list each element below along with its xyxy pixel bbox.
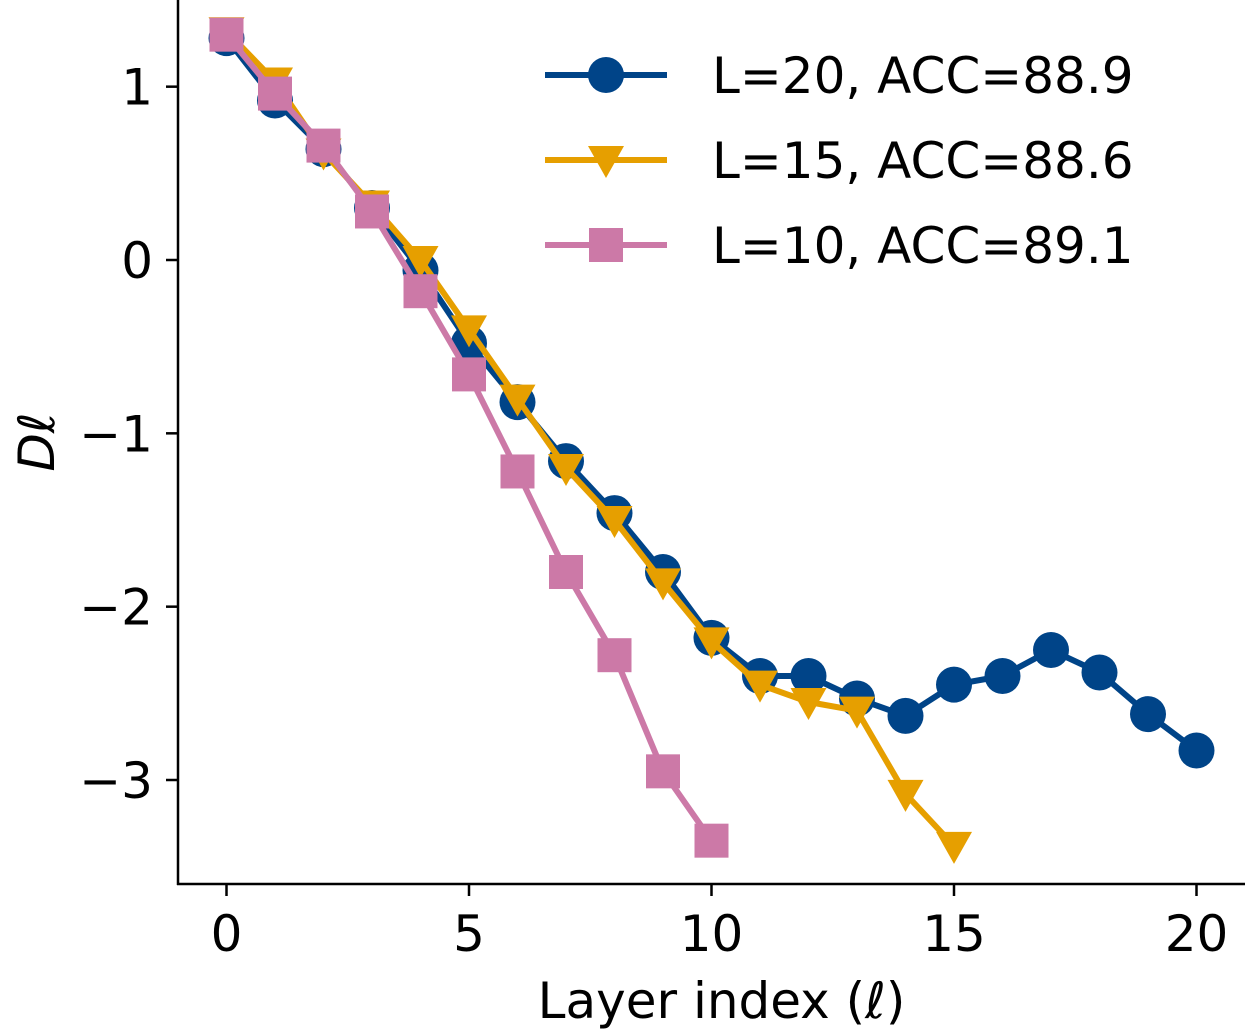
y-tick-label: −2 bbox=[79, 579, 153, 637]
legend-marker bbox=[588, 57, 624, 93]
series-line bbox=[224, 32, 714, 843]
legend-marker bbox=[589, 228, 623, 262]
data-point bbox=[451, 315, 487, 348]
y-tick-label: 1 bbox=[121, 59, 153, 117]
x-tick-labels: 0 5 10 15 20 bbox=[211, 905, 1229, 963]
x-axis-title: Layer index (ℓ) bbox=[538, 972, 906, 1030]
y-tick-label: 0 bbox=[121, 232, 153, 290]
legend-marker bbox=[588, 146, 624, 178]
data-point bbox=[403, 274, 438, 309]
data-point bbox=[306, 128, 341, 163]
data-point bbox=[209, 17, 244, 52]
x-tick-label: 5 bbox=[453, 905, 485, 963]
series-2 bbox=[209, 17, 729, 858]
data-point bbox=[1178, 732, 1215, 769]
data-point bbox=[936, 666, 972, 703]
y-tick-label: −3 bbox=[79, 752, 153, 810]
legend: L=20, ACC=88.9 L=15, ACC=88.6 L=10, ACC=89… bbox=[545, 47, 1134, 275]
x-tick-label: 20 bbox=[1165, 905, 1229, 963]
y-tick-labels: 1 0 −1 −2 −3 bbox=[79, 59, 153, 810]
x-tick-label: 10 bbox=[680, 905, 744, 963]
data-point bbox=[596, 506, 633, 538]
data-point bbox=[355, 194, 389, 229]
series-layer bbox=[208, 17, 1215, 864]
data-point bbox=[742, 670, 778, 703]
tick-marks bbox=[166, 85, 1198, 896]
data-point bbox=[402, 246, 439, 278]
data-point bbox=[549, 555, 583, 589]
y-axis-title: Dℓ bbox=[8, 412, 66, 471]
data-point bbox=[936, 831, 972, 864]
data-point bbox=[790, 658, 827, 694]
data-point bbox=[790, 688, 827, 720]
legend-label: L=10, ACC=89.1 bbox=[712, 217, 1134, 275]
legend-label: L=20, ACC=88.9 bbox=[712, 47, 1134, 105]
y-tick-label: −1 bbox=[79, 405, 153, 463]
data-point bbox=[1033, 632, 1069, 668]
data-point bbox=[694, 823, 729, 858]
data-point bbox=[452, 357, 486, 392]
data-point bbox=[500, 454, 535, 489]
data-point bbox=[645, 568, 681, 601]
x-tick-label: 0 bbox=[211, 905, 243, 963]
data-point bbox=[887, 697, 924, 734]
data-point bbox=[1081, 654, 1118, 691]
data-point bbox=[887, 779, 924, 812]
data-point bbox=[499, 384, 536, 417]
legend-label: L=15, ACC=88.6 bbox=[712, 132, 1134, 190]
data-point bbox=[693, 627, 730, 660]
data-point bbox=[1130, 696, 1166, 733]
data-point bbox=[258, 76, 292, 111]
data-point bbox=[646, 754, 680, 789]
data-point bbox=[984, 658, 1021, 694]
data-point bbox=[548, 454, 584, 486]
x-tick-label: 15 bbox=[922, 905, 986, 963]
data-point bbox=[839, 696, 875, 729]
data-point bbox=[597, 638, 632, 673]
